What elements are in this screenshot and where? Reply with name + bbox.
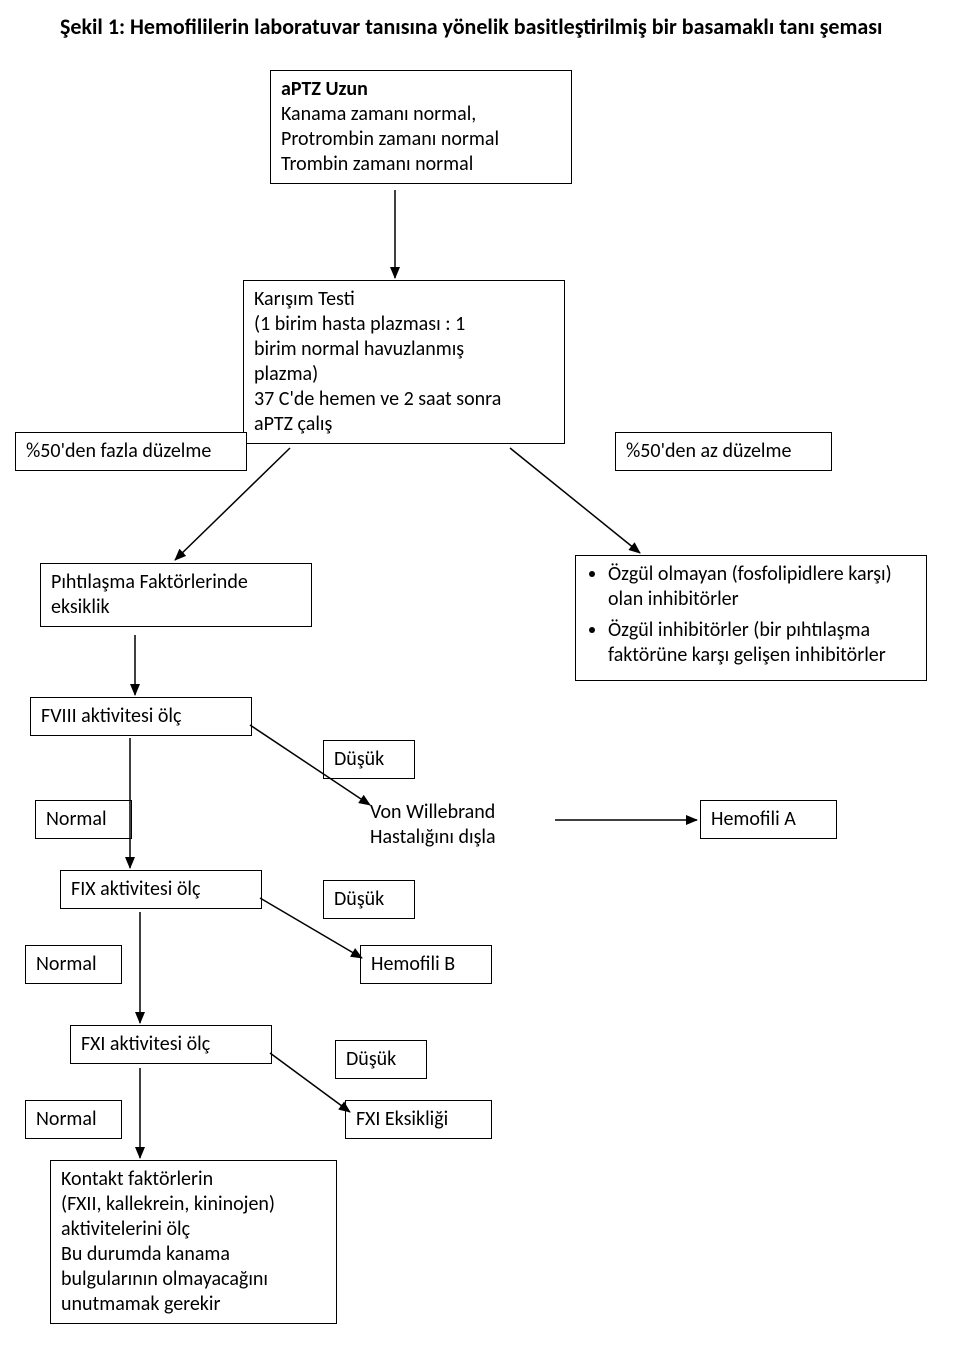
label-gt50: %50'den fazla düzelme: [15, 432, 247, 471]
node-vwd: Von Willebrand Hastalığını dışla: [370, 800, 590, 850]
flowchart-stage: Şekil 1: Hemofililerin laboratuvar tanıs…: [0, 0, 960, 1358]
label-normal-2: Normal: [25, 945, 122, 984]
contact-l3: aktivitelerini ölç: [61, 1217, 326, 1242]
aptz-line3: Trombin zamanı normal: [281, 152, 561, 177]
clot-l1: Pıhtılaşma Faktörlerinde: [51, 570, 301, 595]
node-mixing-test: Karışım Testi (1 birim hasta plazması : …: [243, 280, 565, 444]
mix-l6: aPTZ çalış: [254, 412, 554, 437]
node-hemophilia-b: Hemofili B: [360, 945, 492, 984]
label-dusuk-fix: Düşük: [323, 880, 415, 919]
label-dusuk-fxi: Düşük: [335, 1040, 427, 1079]
inhib-b2: Özgül inhibitörler (bir pıhtılaşma faktö…: [608, 618, 916, 668]
node-contact-factors: Kontakt faktörlerin (FXII, kallekrein, k…: [50, 1160, 337, 1324]
vwd-l2: Hastalığını dışla: [370, 825, 590, 850]
node-fix: FIX aktivitesi ölç: [60, 870, 262, 909]
label-normal-1: Normal: [35, 800, 132, 839]
mix-l4: plazma): [254, 362, 554, 387]
node-clotting-deficiency: Pıhtılaşma Faktörlerinde eksiklik: [40, 563, 312, 627]
vwd-l1: Von Willebrand: [370, 800, 590, 825]
node-hemophilia-a: Hemofili A: [700, 800, 837, 839]
mix-l3: birim normal havuzlanmış: [254, 337, 554, 362]
contact-l6: unutmamak gerekir: [61, 1292, 326, 1317]
label-lt50: %50'den az düzelme: [615, 432, 832, 471]
aptz-line2: Protrombin zamanı normal: [281, 127, 561, 152]
node-fxi-deficiency: FXI Eksikliği: [345, 1100, 492, 1139]
node-fviii: FVIII aktivitesi ölç: [30, 697, 252, 736]
node-fxi: FXI aktivitesi ölç: [70, 1025, 272, 1064]
node-aptz: aPTZ Uzun Kanama zamanı normal, Protromb…: [270, 70, 572, 184]
label-dusuk-fviii: Düşük: [323, 740, 415, 779]
figure-title: Şekil 1: Hemofililerin laboratuvar tanıs…: [60, 14, 940, 40]
inhib-b1: Özgül olmayan (fosfolipidlere karşı) ola…: [608, 562, 916, 612]
mix-l2: (1 birim hasta plazması : 1: [254, 312, 554, 337]
label-normal-3: Normal: [25, 1100, 122, 1139]
clot-l2: eksiklik: [51, 595, 301, 620]
mix-l5: 37 C'de hemen ve 2 saat sonra: [254, 387, 554, 412]
aptz-line1: Kanama zamanı normal,: [281, 102, 561, 127]
contact-l4: Bu durumda kanama: [61, 1242, 326, 1267]
mix-l1: Karışım Testi: [254, 287, 554, 312]
contact-l2: (FXII, kallekrein, kininojen): [61, 1192, 326, 1217]
aptz-heading: aPTZ Uzun: [281, 77, 561, 102]
node-inhibitors: Özgül olmayan (fosfolipidlere karşı) ola…: [575, 555, 927, 681]
contact-l5: bulgularının olmayacağını: [61, 1267, 326, 1292]
contact-l1: Kontakt faktörlerin: [61, 1167, 326, 1192]
